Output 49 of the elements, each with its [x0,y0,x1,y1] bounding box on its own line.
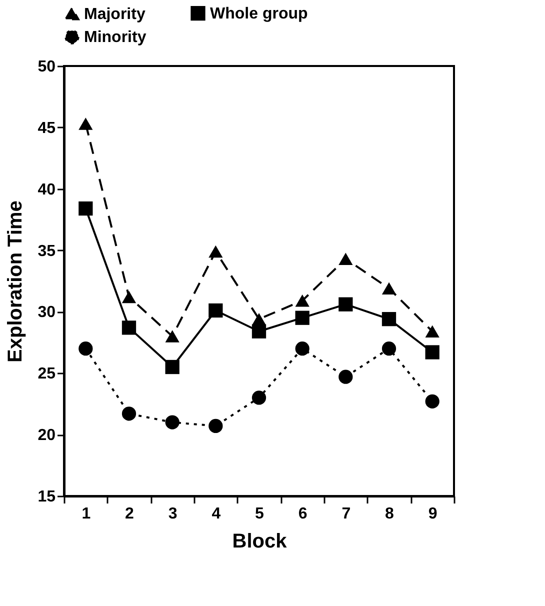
y-tick-label: 25 [38,366,56,383]
point [208,418,223,434]
y-tick-label: 15 [38,488,56,506]
point [338,370,353,384]
point [208,245,223,258]
x-tick-label: 7 [342,506,351,522]
point [338,297,353,312]
legend-label: Minority [84,29,146,46]
x-tick-label: 2 [125,506,134,522]
point [122,320,136,335]
point [425,394,440,408]
x-tick-label: 8 [385,506,394,522]
point [252,312,266,326]
point [252,390,266,405]
point [122,406,136,421]
point [382,342,396,356]
point [425,325,440,338]
x-tick-label: 6 [298,506,308,522]
legend-label: Majority [84,6,146,23]
point [382,282,396,294]
y-tick-label: 50 [38,58,56,76]
x-tick-label: 5 [255,506,264,522]
point [165,360,180,374]
point [252,324,266,338]
y-tick-label: 35 [38,242,56,260]
point [122,290,136,304]
y-tick-label: 20 [38,427,56,444]
x-axis-title: Block [232,530,288,552]
y-axis-title: Exploration Time [4,200,27,362]
point [78,342,93,356]
point [78,201,93,216]
x-tick-label: 3 [168,506,178,522]
x-tick-label: 1 [82,506,91,522]
y-tick-label: 40 [38,181,56,198]
point [165,415,180,430]
y-tick-label: 45 [38,120,56,137]
legend-label: Whole group [210,5,308,22]
x-tick-label: 4 [212,506,221,522]
point [382,312,396,326]
x-tick-label: 9 [428,506,438,522]
point [295,342,310,356]
point [295,310,310,325]
point [425,345,440,360]
point [165,330,180,342]
y-tick-label: 30 [38,304,56,322]
point [208,303,223,318]
point [78,118,93,130]
point [338,252,353,266]
point [295,294,310,307]
